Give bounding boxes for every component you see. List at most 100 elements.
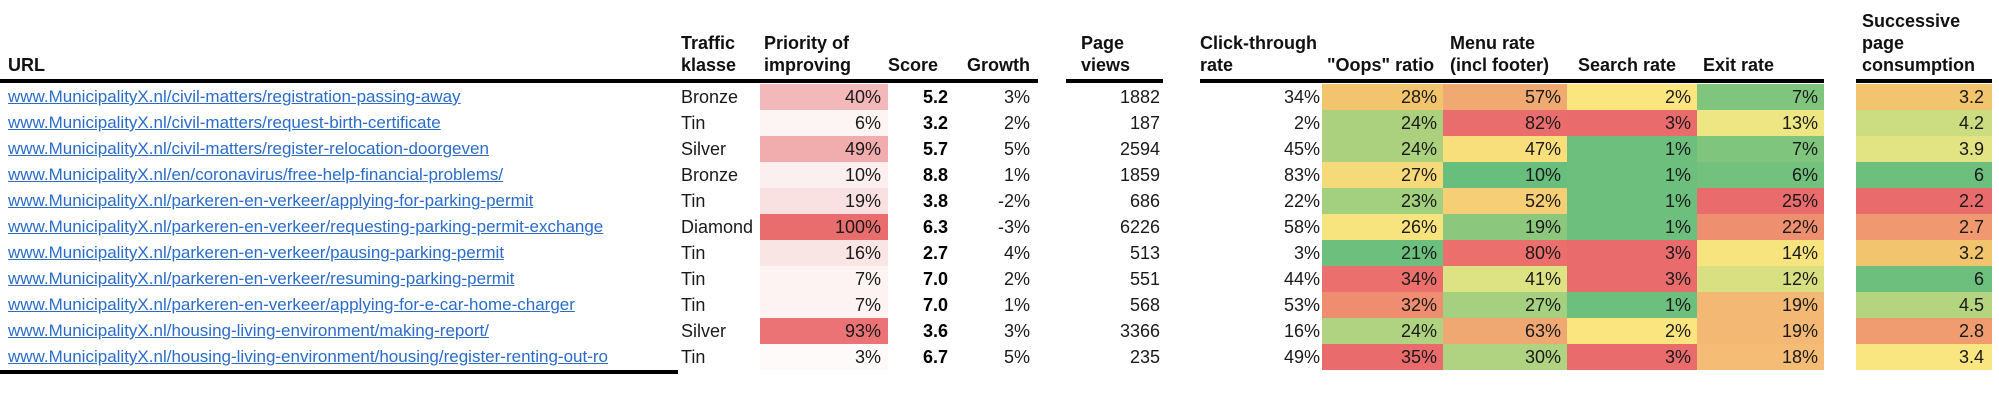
successive-page-consumption-cell: 4.5 (1856, 292, 1992, 318)
successive-page-consumption-cell: 6 (1856, 266, 1992, 292)
search-rate-cell: 1% (1567, 214, 1697, 240)
url-link[interactable]: www.MunicipalityX.nl/parkeren-en-verkeer… (8, 295, 575, 314)
score-cell: 7.0 (922, 269, 948, 289)
menu-rate-cell: 80% (1443, 240, 1567, 266)
score-cell: 3.2 (922, 113, 948, 133)
table-row: www.MunicipalityX.nl/parkeren-en-verkeer… (0, 266, 1999, 292)
menu-rate-cell: 30% (1443, 344, 1567, 370)
table-row: www.MunicipalityX.nl/parkeren-en-verkeer… (0, 188, 1999, 214)
url-link[interactable]: www.MunicipalityX.nl/parkeren-en-verkeer… (8, 217, 604, 236)
column-header-successive-page-consumption: Successive page consumption (1862, 11, 1975, 75)
traffic-klasse-cell: Bronze (681, 87, 739, 107)
column-header-search-rate: Search rate (1578, 55, 1677, 75)
click-through-rate-cell: 45% (1283, 139, 1320, 159)
traffic-klasse-cell: Tin (681, 191, 706, 211)
click-through-rate-cell: 2% (1293, 113, 1320, 133)
menu-rate-cell: 52% (1443, 188, 1567, 214)
column-header-menu-rate: Menu rate (incl footer) (1450, 33, 1549, 75)
header-divider-line (0, 79, 1038, 83)
page-views-cell: 686 (1129, 191, 1160, 211)
successive-page-consumption-cell: 6 (1856, 162, 1992, 188)
header-divider-line (1856, 79, 1992, 83)
priority-of-improving-cell: 7% (760, 266, 888, 292)
url-link[interactable]: www.MunicipalityX.nl/housing-living-envi… (8, 347, 608, 366)
click-through-rate-cell: 34% (1283, 87, 1320, 107)
traffic-klasse-cell: Tin (681, 269, 706, 289)
oops-ratio-cell: 34% (1322, 266, 1443, 292)
growth-cell: 2% (1003, 113, 1030, 133)
exit-rate-cell: 18% (1697, 344, 1824, 370)
column-header-traffic-klasse: Traffic klasse (681, 33, 737, 75)
successive-page-consumption-cell: 3.4 (1856, 344, 1992, 370)
exit-rate-cell: 19% (1697, 318, 1824, 344)
table-header-row: URL Traffic klasse Priority of improving… (0, 0, 1999, 79)
search-rate-cell: 3% (1567, 110, 1697, 136)
table-row: www.MunicipalityX.nl/housing-living-envi… (0, 344, 1999, 370)
url-link[interactable]: www.MunicipalityX.nl/civil-matters/regis… (8, 87, 461, 106)
growth-cell: 3% (1003, 321, 1030, 341)
page-views-cell: 568 (1129, 295, 1160, 315)
exit-rate-cell: 12% (1697, 266, 1824, 292)
priority-of-improving-cell: 16% (760, 240, 888, 266)
traffic-klasse-cell: Tin (681, 295, 706, 315)
search-rate-cell: 3% (1567, 266, 1697, 292)
url-link[interactable]: www.MunicipalityX.nl/parkeren-en-verkeer… (8, 191, 534, 210)
url-link[interactable]: www.MunicipalityX.nl/parkeren-en-verkeer… (8, 243, 505, 262)
click-through-rate-cell: 22% (1283, 191, 1320, 211)
click-through-rate-cell: 3% (1293, 243, 1320, 263)
click-through-rate-cell: 58% (1283, 217, 1320, 237)
traffic-klasse-cell: Tin (681, 113, 706, 133)
column-header-score: Score (887, 55, 938, 75)
traffic-klasse-cell: Diamond (681, 217, 754, 237)
url-link[interactable]: www.MunicipalityX.nl/civil-matters/regis… (8, 139, 489, 158)
score-cell: 7.0 (922, 295, 948, 315)
table-row: www.MunicipalityX.nl/parkeren-en-verkeer… (0, 214, 1999, 240)
traffic-klasse-cell: Tin (681, 243, 706, 263)
priority-of-improving-cell: 100% (760, 214, 888, 240)
header-divider-line (1066, 79, 1163, 83)
exit-rate-cell: 19% (1697, 292, 1824, 318)
table-row: www.MunicipalityX.nl/housing-living-envi… (0, 318, 1999, 344)
url-link[interactable]: www.MunicipalityX.nl/en/coronavirus/free… (8, 165, 504, 184)
url-link[interactable]: www.MunicipalityX.nl/parkeren-en-verkeer… (8, 269, 515, 288)
table-row: www.MunicipalityX.nl/parkeren-en-verkeer… (0, 292, 1999, 318)
url-link[interactable]: www.MunicipalityX.nl/housing-living-envi… (8, 321, 489, 340)
growth-cell: -3% (997, 217, 1030, 237)
score-cell: 5.2 (922, 87, 948, 107)
score-cell: 6.3 (922, 217, 948, 237)
column-header-click-through: Click-through rate (1200, 33, 1317, 75)
exit-rate-cell: 22% (1697, 214, 1824, 240)
menu-rate-cell: 82% (1443, 110, 1567, 136)
table-row: www.MunicipalityX.nl/en/coronavirus/free… (0, 162, 1999, 188)
click-through-rate-cell: 44% (1283, 269, 1320, 289)
oops-ratio-cell: 23% (1322, 188, 1443, 214)
exit-rate-cell: 25% (1697, 188, 1824, 214)
click-through-rate-cell: 16% (1283, 321, 1320, 341)
growth-cell: 1% (1003, 165, 1030, 185)
priority-of-improving-cell: 6% (760, 110, 888, 136)
menu-rate-cell: 63% (1443, 318, 1567, 344)
page-views-cell: 1882 (1119, 87, 1160, 107)
exit-rate-cell: 7% (1697, 136, 1824, 162)
menu-rate-cell: 10% (1443, 162, 1567, 188)
table-row: www.MunicipalityX.nl/civil-matters/regis… (0, 136, 1999, 162)
column-header-page-views: Page views (1081, 33, 1131, 75)
menu-rate-cell: 57% (1443, 84, 1567, 110)
page-views-cell: 6226 (1119, 217, 1160, 237)
oops-ratio-cell: 24% (1322, 110, 1443, 136)
url-link[interactable]: www.MunicipalityX.nl/civil-matters/reque… (8, 113, 441, 132)
page-views-cell: 513 (1129, 243, 1160, 263)
page-views-cell: 1859 (1119, 165, 1160, 185)
column-header-url: URL (8, 55, 45, 75)
score-cell: 3.8 (922, 191, 948, 211)
exit-rate-cell: 14% (1697, 240, 1824, 266)
exit-rate-cell: 7% (1697, 84, 1824, 110)
menu-rate-cell: 27% (1443, 292, 1567, 318)
click-through-rate-cell: 49% (1283, 347, 1320, 367)
oops-ratio-cell: 21% (1322, 240, 1443, 266)
oops-ratio-cell: 26% (1322, 214, 1443, 240)
search-rate-cell: 2% (1567, 84, 1697, 110)
successive-page-consumption-cell: 3.9 (1856, 136, 1992, 162)
successive-page-consumption-cell: 3.2 (1856, 240, 1992, 266)
